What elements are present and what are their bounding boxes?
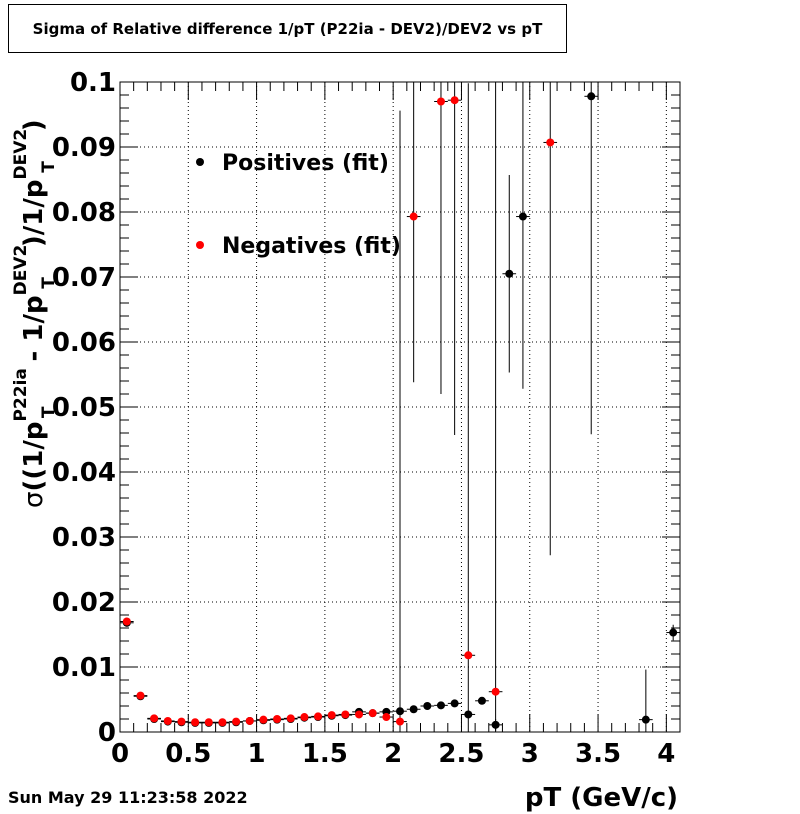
- x-tick-label: 2.5: [438, 739, 484, 769]
- y-tick-label: 0.02: [52, 588, 116, 618]
- y-tick-label: 0.01: [52, 653, 116, 683]
- data-point: [273, 715, 282, 723]
- x-tick-label: 1.5: [302, 739, 348, 769]
- data-point: [409, 705, 418, 714]
- data-point: [122, 617, 131, 626]
- data-point: [150, 714, 159, 723]
- data-point: [218, 718, 227, 727]
- y-title-sigma: σ: [19, 492, 49, 508]
- y-title-sup1: P22ia: [11, 368, 31, 421]
- y-title-sup2: DEV2: [11, 245, 31, 296]
- y-tick-label: 0.06: [52, 328, 116, 358]
- data-point: [505, 269, 514, 278]
- y-title-close: ): [19, 119, 49, 131]
- y-tick-label: 0.09: [52, 133, 116, 163]
- y-tick-label: 0.1: [70, 68, 116, 98]
- data-point: [355, 710, 364, 719]
- data-point: [341, 710, 350, 719]
- data-point: [423, 702, 432, 710]
- data-point: [245, 716, 254, 725]
- data-point: [259, 715, 268, 724]
- data-point: [546, 138, 555, 147]
- legend: Positives (fit) Negatives (fit): [196, 151, 401, 259]
- data-point: [669, 628, 678, 637]
- legend-marker: [196, 158, 204, 166]
- x-tick-label: 0.5: [165, 739, 211, 769]
- y-title-sup3: DEV2: [11, 129, 31, 180]
- data-point: [204, 718, 213, 727]
- data-point: [641, 715, 650, 724]
- data-point: [587, 92, 596, 101]
- y-axis-title: σ((1/pP22ia T - 1/pDEV2 T)/1/pDEV2 T): [11, 119, 59, 508]
- chart-title-box: Sigma of Relative difference 1/pT (P22ia…: [8, 4, 567, 53]
- data-point: [477, 696, 486, 705]
- data-point: [396, 717, 404, 726]
- data-point: [286, 714, 295, 723]
- data-point: [491, 687, 500, 696]
- y-title-mid: - 1/p: [19, 295, 49, 370]
- y-tick-label: 0.05: [52, 393, 116, 423]
- axes: 0 0.5 1 1.5 2 2.5 3 3.5 4 0 0.01 0.02 0.03 0.04 0.05 0.…: [52, 68, 681, 769]
- y-title-sub2: T: [39, 277, 59, 289]
- data-point: [163, 716, 172, 725]
- legend-marker: [196, 241, 204, 249]
- x-tick-label: 2: [384, 739, 402, 769]
- data-point: [450, 699, 459, 708]
- data-point: [327, 711, 336, 720]
- data-point: [436, 701, 445, 710]
- y-tick-label: 0.04: [52, 458, 116, 488]
- data-points: [120, 82, 680, 732]
- y-title-sub1: T: [39, 406, 59, 418]
- x-tick-label: 1: [248, 739, 266, 769]
- data-point: [436, 97, 445, 106]
- legend-label: Positives (fit): [222, 151, 389, 176]
- legend-label: Negatives (fit): [222, 234, 401, 259]
- y-title-sub3: T: [39, 161, 59, 173]
- y-title-div: )/1/p: [19, 180, 49, 248]
- data-point: [464, 651, 473, 660]
- x-tick-label: 3: [521, 739, 539, 769]
- data-point: [409, 212, 418, 221]
- data-point: [300, 713, 309, 722]
- y-title-open: ((1/p: [19, 422, 49, 492]
- data-point: [450, 96, 459, 105]
- data-point: [314, 712, 323, 721]
- x-tick-label: 4: [657, 739, 675, 769]
- y-tick-label: 0: [98, 718, 116, 748]
- date-stamp: Sun May 29 11:23:58 2022: [8, 788, 248, 807]
- y-tick-label: 0.07: [52, 263, 116, 293]
- data-point: [136, 691, 145, 700]
- data-point: [177, 717, 186, 726]
- data-point: [368, 709, 377, 718]
- x-axis-title: pT (GeV/c): [525, 783, 678, 813]
- x-tick-label: 3.5: [575, 739, 621, 769]
- y-tick-label: 0.03: [52, 523, 116, 553]
- data-point: [191, 718, 200, 727]
- y-tick-label: 0.08: [52, 198, 116, 228]
- data-point: [518, 212, 527, 221]
- data-point: [232, 717, 241, 726]
- data-point: [382, 713, 391, 722]
- x-tick-label: 0: [111, 739, 129, 769]
- chart-title: Sigma of Relative difference 1/pT (P22ia…: [32, 19, 543, 38]
- y-axis-title-text: σ((1/pP22ia T - 1/pDEV2 T)/1/pDEV2 T): [11, 119, 59, 508]
